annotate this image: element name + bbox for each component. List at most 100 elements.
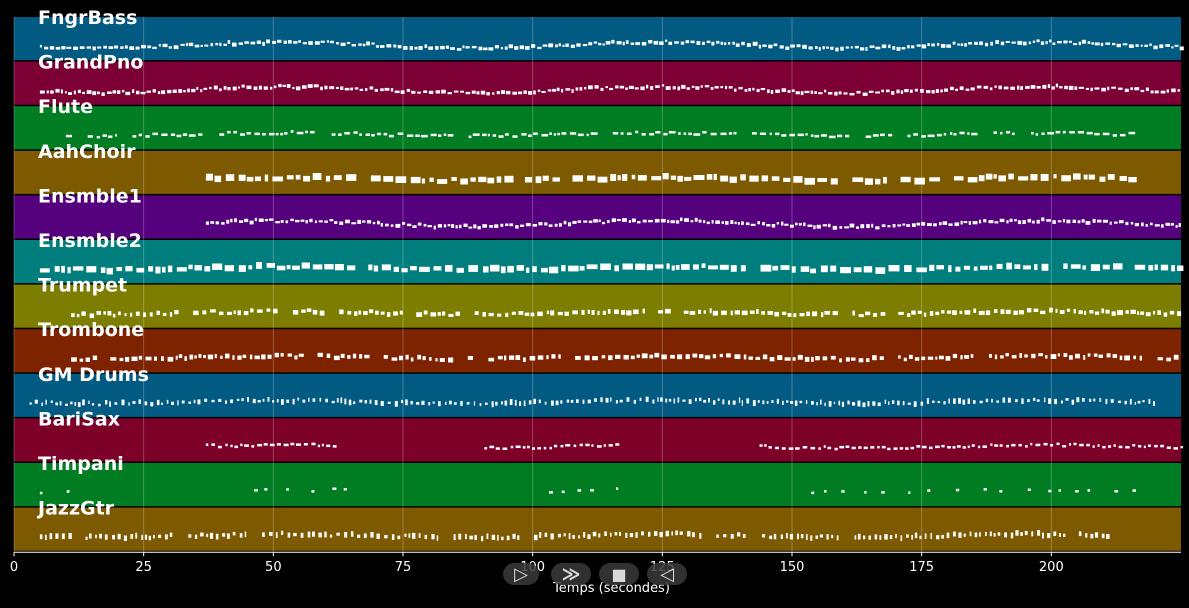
note-mark bbox=[471, 45, 477, 49]
rewind-button[interactable]: ◁ bbox=[647, 563, 687, 585]
note-mark bbox=[108, 46, 114, 49]
note-mark bbox=[927, 223, 932, 226]
note-mark bbox=[506, 535, 510, 541]
note-mark bbox=[906, 534, 909, 538]
note-mark bbox=[936, 265, 944, 270]
note-mark bbox=[550, 533, 554, 540]
note-mark bbox=[1087, 41, 1091, 44]
note-mark bbox=[310, 130, 315, 134]
note-mark bbox=[519, 401, 522, 406]
note-mark bbox=[1112, 134, 1117, 137]
note-mark bbox=[983, 219, 987, 223]
note-mark bbox=[832, 225, 838, 230]
note-mark bbox=[575, 87, 579, 91]
note-mark bbox=[985, 42, 989, 47]
note-mark bbox=[572, 220, 577, 224]
note-mark bbox=[782, 311, 787, 315]
note-mark bbox=[600, 263, 611, 270]
note-mark bbox=[394, 90, 400, 94]
note-mark bbox=[835, 47, 839, 52]
note-mark bbox=[89, 313, 95, 319]
note-mark bbox=[602, 43, 605, 46]
note-mark bbox=[120, 46, 124, 49]
forward-button[interactable]: ≫ bbox=[551, 563, 591, 585]
note-mark bbox=[286, 175, 294, 180]
note-mark bbox=[913, 133, 918, 136]
note-mark bbox=[188, 264, 193, 270]
note-mark bbox=[332, 445, 337, 448]
note-mark bbox=[473, 224, 477, 229]
note-mark bbox=[711, 41, 715, 46]
note-mark bbox=[864, 491, 867, 494]
note-mark bbox=[351, 531, 354, 537]
note-mark bbox=[579, 266, 585, 271]
note-mark bbox=[1113, 444, 1116, 447]
note-mark bbox=[412, 225, 417, 228]
note-mark bbox=[728, 42, 731, 45]
note-mark bbox=[210, 309, 216, 313]
note-mark bbox=[114, 402, 118, 405]
note-mark bbox=[615, 354, 621, 359]
note-mark bbox=[1166, 357, 1171, 362]
note-mark bbox=[884, 399, 887, 404]
note-mark bbox=[1128, 177, 1137, 183]
note-mark bbox=[840, 267, 851, 274]
note-mark bbox=[970, 354, 974, 358]
note-mark bbox=[559, 223, 562, 227]
note-mark bbox=[1111, 311, 1116, 316]
note-mark bbox=[417, 91, 421, 94]
note-mark bbox=[486, 533, 489, 540]
note-mark bbox=[348, 399, 352, 406]
note-mark bbox=[501, 90, 506, 94]
note-mark bbox=[1154, 224, 1160, 227]
note-mark bbox=[129, 46, 135, 50]
note-mark bbox=[717, 398, 720, 401]
note-mark bbox=[494, 45, 499, 49]
note-mark bbox=[1102, 132, 1110, 136]
note-mark bbox=[489, 445, 495, 449]
track-label: Trombone bbox=[38, 319, 144, 341]
note-mark bbox=[383, 176, 394, 182]
note-mark bbox=[711, 220, 714, 224]
note-mark bbox=[608, 355, 613, 361]
note-mark bbox=[393, 311, 398, 316]
note-mark bbox=[671, 265, 675, 271]
note-mark bbox=[914, 357, 920, 361]
note-mark bbox=[620, 132, 624, 135]
note-mark bbox=[276, 399, 279, 403]
note-mark bbox=[420, 134, 428, 138]
note-mark bbox=[681, 264, 690, 270]
note-mark bbox=[881, 44, 887, 49]
note-mark bbox=[1047, 533, 1051, 539]
note-mark bbox=[901, 47, 906, 50]
note-mark bbox=[314, 220, 317, 224]
note-mark bbox=[822, 46, 825, 50]
note-mark bbox=[1069, 131, 1075, 134]
note-mark bbox=[262, 398, 265, 402]
note-mark bbox=[462, 45, 465, 49]
stop-button[interactable]: ■ bbox=[599, 563, 639, 585]
note-mark bbox=[738, 397, 741, 403]
note-mark bbox=[837, 134, 843, 138]
note-mark bbox=[317, 352, 323, 357]
note-mark bbox=[791, 266, 796, 273]
note-mark bbox=[397, 45, 402, 49]
track-lane bbox=[14, 418, 1181, 462]
note-mark bbox=[762, 44, 767, 47]
note-mark bbox=[65, 403, 68, 406]
track-notes bbox=[205, 217, 1181, 230]
note-mark bbox=[286, 399, 289, 403]
note-mark bbox=[237, 310, 241, 316]
note-mark bbox=[1105, 398, 1108, 405]
play-outline-button[interactable]: ▷ bbox=[503, 563, 539, 585]
note-mark bbox=[575, 356, 581, 360]
note-mark bbox=[699, 397, 702, 402]
note-mark bbox=[301, 309, 306, 313]
note-mark bbox=[1112, 42, 1116, 46]
note-mark bbox=[723, 534, 727, 538]
note-mark bbox=[1093, 398, 1096, 402]
note-mark bbox=[1068, 85, 1074, 90]
note-mark bbox=[1011, 443, 1016, 447]
note-mark bbox=[625, 87, 628, 90]
note-mark bbox=[862, 402, 866, 408]
